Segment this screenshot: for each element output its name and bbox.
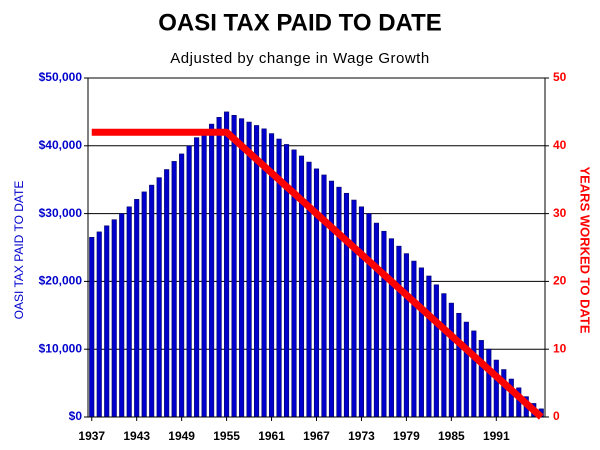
y-tick-label: $50,000: [39, 70, 83, 84]
bar: [358, 206, 364, 418]
y2-axis-title: YEARS WORKED TO DATE: [578, 166, 593, 333]
x-tick-label: 1967: [303, 429, 330, 443]
chart-title: OASI TAX PAID TO DATE: [158, 9, 442, 36]
bar: [501, 369, 507, 418]
bar: [351, 199, 357, 418]
bar: [306, 161, 312, 418]
y2-tick-label: 20: [553, 274, 567, 288]
bar: [403, 253, 409, 418]
line-series: [91, 128, 544, 420]
bar: [418, 267, 424, 418]
y2-tick-label: 50: [553, 70, 567, 84]
bar: [471, 330, 477, 418]
bar: [186, 145, 192, 418]
bar: [426, 275, 432, 418]
bar: [321, 174, 327, 418]
bar: [119, 213, 125, 418]
bar: [201, 129, 207, 418]
bar: [216, 117, 222, 418]
bar: [96, 231, 102, 418]
bar: [134, 199, 140, 418]
x-tick-label: 1961: [258, 429, 285, 443]
bar: [336, 186, 342, 418]
x-tick-label: 1991: [483, 429, 510, 443]
bar: [486, 348, 492, 418]
bar: [478, 340, 484, 418]
x-tick-label: 1985: [438, 429, 465, 443]
bar: [388, 238, 394, 418]
bar: [231, 114, 237, 418]
bar: [396, 245, 402, 418]
bar: [373, 222, 379, 418]
bar: [224, 111, 230, 418]
bar: [209, 123, 215, 418]
bar: [328, 180, 335, 418]
bar: [463, 321, 469, 418]
bar: [149, 184, 155, 418]
bar: [254, 125, 260, 418]
y-tick-label: $20,000: [39, 274, 83, 288]
y2-tick-label: 0: [553, 409, 560, 423]
bar: [366, 213, 372, 418]
x-tick-label: 1937: [78, 429, 105, 443]
bar: [411, 260, 417, 418]
x-tick-label: 1943: [123, 429, 150, 443]
bar: [493, 359, 499, 418]
bar: [89, 237, 95, 418]
y2-tick-label: 30: [553, 206, 567, 220]
bar: [343, 192, 350, 418]
y-axis-title: OASI TAX PAID TO DATE: [12, 181, 26, 320]
y2-tick-label: 40: [553, 138, 567, 152]
x-tick-label: 1979: [393, 429, 420, 443]
bar: [456, 312, 462, 418]
bar: [433, 284, 439, 418]
y-tick-label: $0: [69, 409, 83, 423]
bar: [441, 293, 447, 418]
bar: [448, 302, 454, 418]
bar: [164, 169, 170, 418]
chart-subtitle: Adjusted by change in Wage Growth: [170, 50, 429, 67]
bar: [246, 121, 252, 418]
bar: [171, 161, 177, 418]
bar: [156, 177, 162, 418]
bar: [194, 137, 200, 418]
x-tick-label: 1973: [348, 429, 375, 443]
bar: [111, 219, 117, 418]
bar: [239, 118, 245, 418]
y-tick-label: $40,000: [39, 138, 83, 152]
bar: [381, 230, 387, 418]
x-tick-label: 1949: [168, 429, 195, 443]
bar: [313, 168, 320, 418]
bar: [179, 153, 185, 418]
bar: [126, 206, 132, 418]
y-tick-label: $30,000: [39, 206, 83, 220]
x-tick-label: 1955: [213, 429, 240, 443]
bar: [141, 191, 147, 418]
y-tick-label: $10,000: [39, 341, 83, 355]
bar: [104, 225, 110, 418]
y2-tick-label: 10: [553, 341, 567, 355]
